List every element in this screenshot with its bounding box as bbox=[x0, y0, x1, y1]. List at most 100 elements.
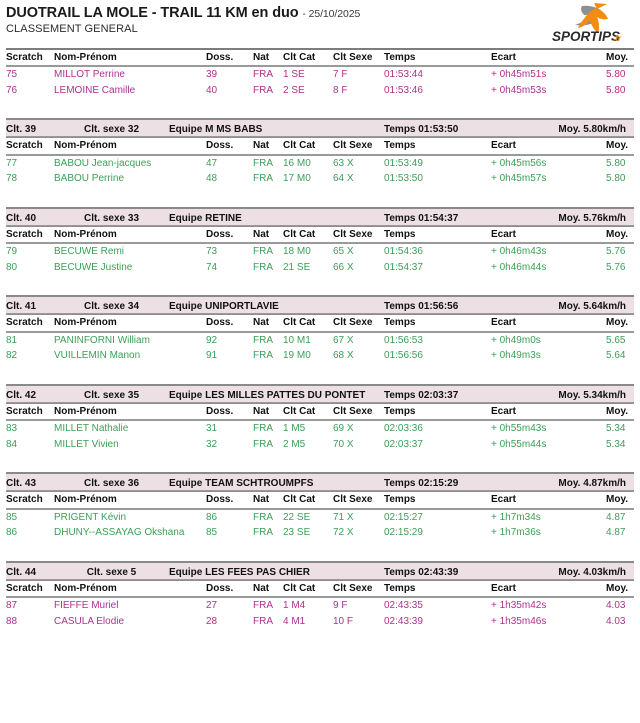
col-header-moy: Moy. bbox=[606, 140, 629, 152]
cell-doss: 32 bbox=[206, 438, 218, 450]
cell-temps: 02:03:37 bbox=[384, 438, 423, 450]
cell-scratch: 76 bbox=[6, 84, 18, 96]
col-header-ecart: Ecart bbox=[491, 317, 517, 329]
cell-ecart: + 0h55m44s bbox=[491, 438, 547, 450]
team-avg-speed: Moy. 4.87km/h bbox=[558, 478, 626, 489]
cell-nat: FRA bbox=[253, 511, 273, 523]
col-header-scratch: Scratch bbox=[6, 140, 43, 152]
table-row[interactable]: 84 MILLET Vivien 32 FRA 2 M5 70 X 02:03:37 + 0h… bbox=[6, 436, 634, 452]
cell-nat: FRA bbox=[253, 261, 273, 273]
col-header-cat: Clt Cat bbox=[283, 582, 316, 594]
cell-doss: 92 bbox=[206, 334, 218, 346]
cell-name: MILLOT Perrine bbox=[54, 69, 125, 80]
cell-scratch: 78 bbox=[6, 173, 18, 184]
col-header-doss: Doss. bbox=[206, 317, 234, 329]
col-header-temps: Temps bbox=[384, 317, 416, 329]
cell-sexe: 71 X bbox=[333, 511, 354, 523]
team-name: Equipe LES FEES PAS CHIER bbox=[169, 566, 310, 578]
cell-doss: 86 bbox=[206, 511, 218, 523]
table-row[interactable]: 78 BABOU Perrine 48 FRA 17 M0 64 X 01:53:50 + 0… bbox=[6, 171, 634, 187]
event-date: - 25/10/2025 bbox=[302, 8, 361, 20]
table-row[interactable]: 83 MILLET Nathalie 31 FRA 1 M5 69 X 02:03:36 + … bbox=[6, 420, 634, 436]
results-table: Scratch Nom-Prénom Doss. Nat Clt Cat Clt Sexe… bbox=[6, 314, 634, 364]
cell-ecart: + 0h45m57s bbox=[491, 173, 547, 184]
cell-ecart: + 1h7m34s bbox=[491, 511, 541, 523]
col-header-sexe: Clt Sexe bbox=[333, 582, 373, 594]
table-header-row: Scratch Nom-Prénom Doss. Nat Clt Cat Clt Sexe… bbox=[6, 226, 634, 243]
cell-temps: 02:43:35 bbox=[384, 600, 423, 611]
cell-nat: FRA bbox=[253, 438, 273, 450]
cell-doss: 73 bbox=[206, 246, 218, 257]
col-header-name: Nom-Prénom bbox=[54, 228, 117, 240]
cell-scratch: 79 bbox=[6, 246, 18, 257]
cell-nat: FRA bbox=[253, 157, 273, 169]
cell-name: BECUWE Remi bbox=[54, 246, 125, 257]
team-avg-speed: Moy. 5.80km/h bbox=[558, 124, 626, 135]
cell-sexe: 65 X bbox=[333, 246, 354, 257]
cell-name: PRIGENT Kévin bbox=[54, 511, 127, 523]
team-name: Equipe RETINE bbox=[169, 212, 242, 224]
col-header-scratch: Scratch bbox=[6, 405, 43, 417]
cell-cat: 10 M1 bbox=[283, 334, 311, 346]
cell-name: BECUWE Justine bbox=[54, 261, 133, 273]
table-row[interactable]: 79 BECUWE Remi 73 FRA 18 M0 65 X 01:54:36 + 0h4… bbox=[6, 243, 634, 259]
section-spacer bbox=[6, 187, 634, 207]
table-row[interactable]: 86 DHUNY--ASSAYAG Okshana 85 FRA 23 SE 72 X 02… bbox=[6, 525, 634, 541]
cell-scratch: 84 bbox=[6, 438, 18, 450]
col-header-cat: Clt Cat bbox=[283, 140, 316, 152]
col-header-ecart: Ecart bbox=[491, 494, 517, 506]
col-header-scratch: Scratch bbox=[6, 317, 43, 329]
cell-cat: 17 M0 bbox=[283, 173, 311, 184]
cell-ecart: + 0h49m3s bbox=[491, 350, 541, 361]
cell-name: BABOU Perrine bbox=[54, 173, 125, 184]
cell-name: LEMOINE Camille bbox=[54, 84, 136, 96]
cell-moy: 5.34 bbox=[606, 423, 626, 434]
cell-temps: 01:54:37 bbox=[384, 261, 423, 273]
col-header-cat: Clt Cat bbox=[283, 405, 316, 417]
cell-moy: 5.80 bbox=[606, 69, 626, 80]
cell-sexe: 64 X bbox=[333, 173, 354, 184]
table-row[interactable]: 88 CASULA Elodie 28 FRA 4 M1 10 F 02:43:39 + 1h… bbox=[6, 613, 634, 629]
cell-doss: 31 bbox=[206, 423, 218, 434]
team-rank-sexe: Clt. sexe 33 bbox=[83, 212, 140, 224]
cell-ecart: + 0h45m53s bbox=[491, 84, 547, 96]
section-spacer bbox=[6, 275, 634, 295]
cell-ecart: + 0h46m43s bbox=[491, 246, 547, 257]
cell-name: BABOU Jean-jacques bbox=[54, 157, 152, 169]
cell-ecart: + 1h35m46s bbox=[491, 615, 547, 627]
col-header-doss: Doss. bbox=[206, 52, 234, 63]
results-table: Scratch Nom-Prénom Doss. Nat Clt Cat Clt Sexe… bbox=[6, 491, 634, 541]
team-rank-sexe: Clt. sexe 32 bbox=[83, 124, 140, 135]
team-rank: Clt. 44 bbox=[6, 566, 37, 578]
table-row[interactable]: 80 BECUWE Justine 74 FRA 21 SE 66 X 01:54:37 + … bbox=[6, 259, 634, 275]
table-row[interactable]: 75 MILLOT Perrine 39 FRA 1 SE 7 F 01:53:44 + 0h… bbox=[6, 66, 634, 82]
table-row[interactable]: 76 LEMOINE Camille 40 FRA 2 SE 8 F 01:53:46 + 0… bbox=[6, 82, 634, 98]
cell-ecart: + 1h35m42s bbox=[491, 600, 547, 611]
team-header-band: Clt. 40 Clt. sexe 33 Equipe RETINE Temps 01… bbox=[6, 206, 634, 226]
team-time: Temps 01:56:56 bbox=[384, 301, 459, 312]
table-row[interactable]: 77 BABOU Jean-jacques 47 FRA 16 M0 63 X 01:53:… bbox=[6, 155, 634, 171]
col-header-moy: Moy. bbox=[606, 52, 629, 63]
cell-moy: 5.65 bbox=[606, 334, 626, 346]
cell-cat: 1 SE bbox=[283, 69, 305, 80]
col-header-moy: Moy. bbox=[606, 582, 629, 594]
table-row[interactable]: 82 VUILLEMIN Manon 91 FRA 19 M0 68 X 01:56:56 +… bbox=[6, 348, 634, 364]
cell-doss: 85 bbox=[206, 527, 218, 538]
col-header-name: Nom-Prénom bbox=[54, 405, 117, 417]
col-header-temps: Temps bbox=[384, 140, 416, 152]
team-time: Temps 02:03:37 bbox=[384, 389, 459, 401]
cell-nat: FRA bbox=[253, 600, 273, 611]
cell-sexe: 7 F bbox=[333, 69, 348, 80]
col-header-name: Nom-Prénom bbox=[54, 52, 117, 63]
cell-temps: 02:15:29 bbox=[384, 527, 423, 538]
team-name: Equipe TEAM SCHTROUMPFS bbox=[169, 478, 314, 489]
team-name: Equipe LES MILLES PATTES DU PONTET bbox=[169, 389, 366, 401]
table-row[interactable]: 87 FIEFFE Muriel 27 FRA 1 M4 9 F 02:43:35 + 1h3… bbox=[6, 597, 634, 613]
table-row[interactable]: 81 PANINFORNI William 92 FRA 10 M1 67 X 01:56:… bbox=[6, 332, 634, 348]
col-header-doss: Doss. bbox=[206, 405, 234, 417]
col-header-moy: Moy. bbox=[606, 228, 629, 240]
col-header-scratch: Scratch bbox=[6, 582, 43, 594]
cell-nat: FRA bbox=[253, 615, 273, 627]
table-row[interactable]: 85 PRIGENT Kévin 86 FRA 22 SE 71 X 02:15:27 + 1… bbox=[6, 509, 634, 525]
